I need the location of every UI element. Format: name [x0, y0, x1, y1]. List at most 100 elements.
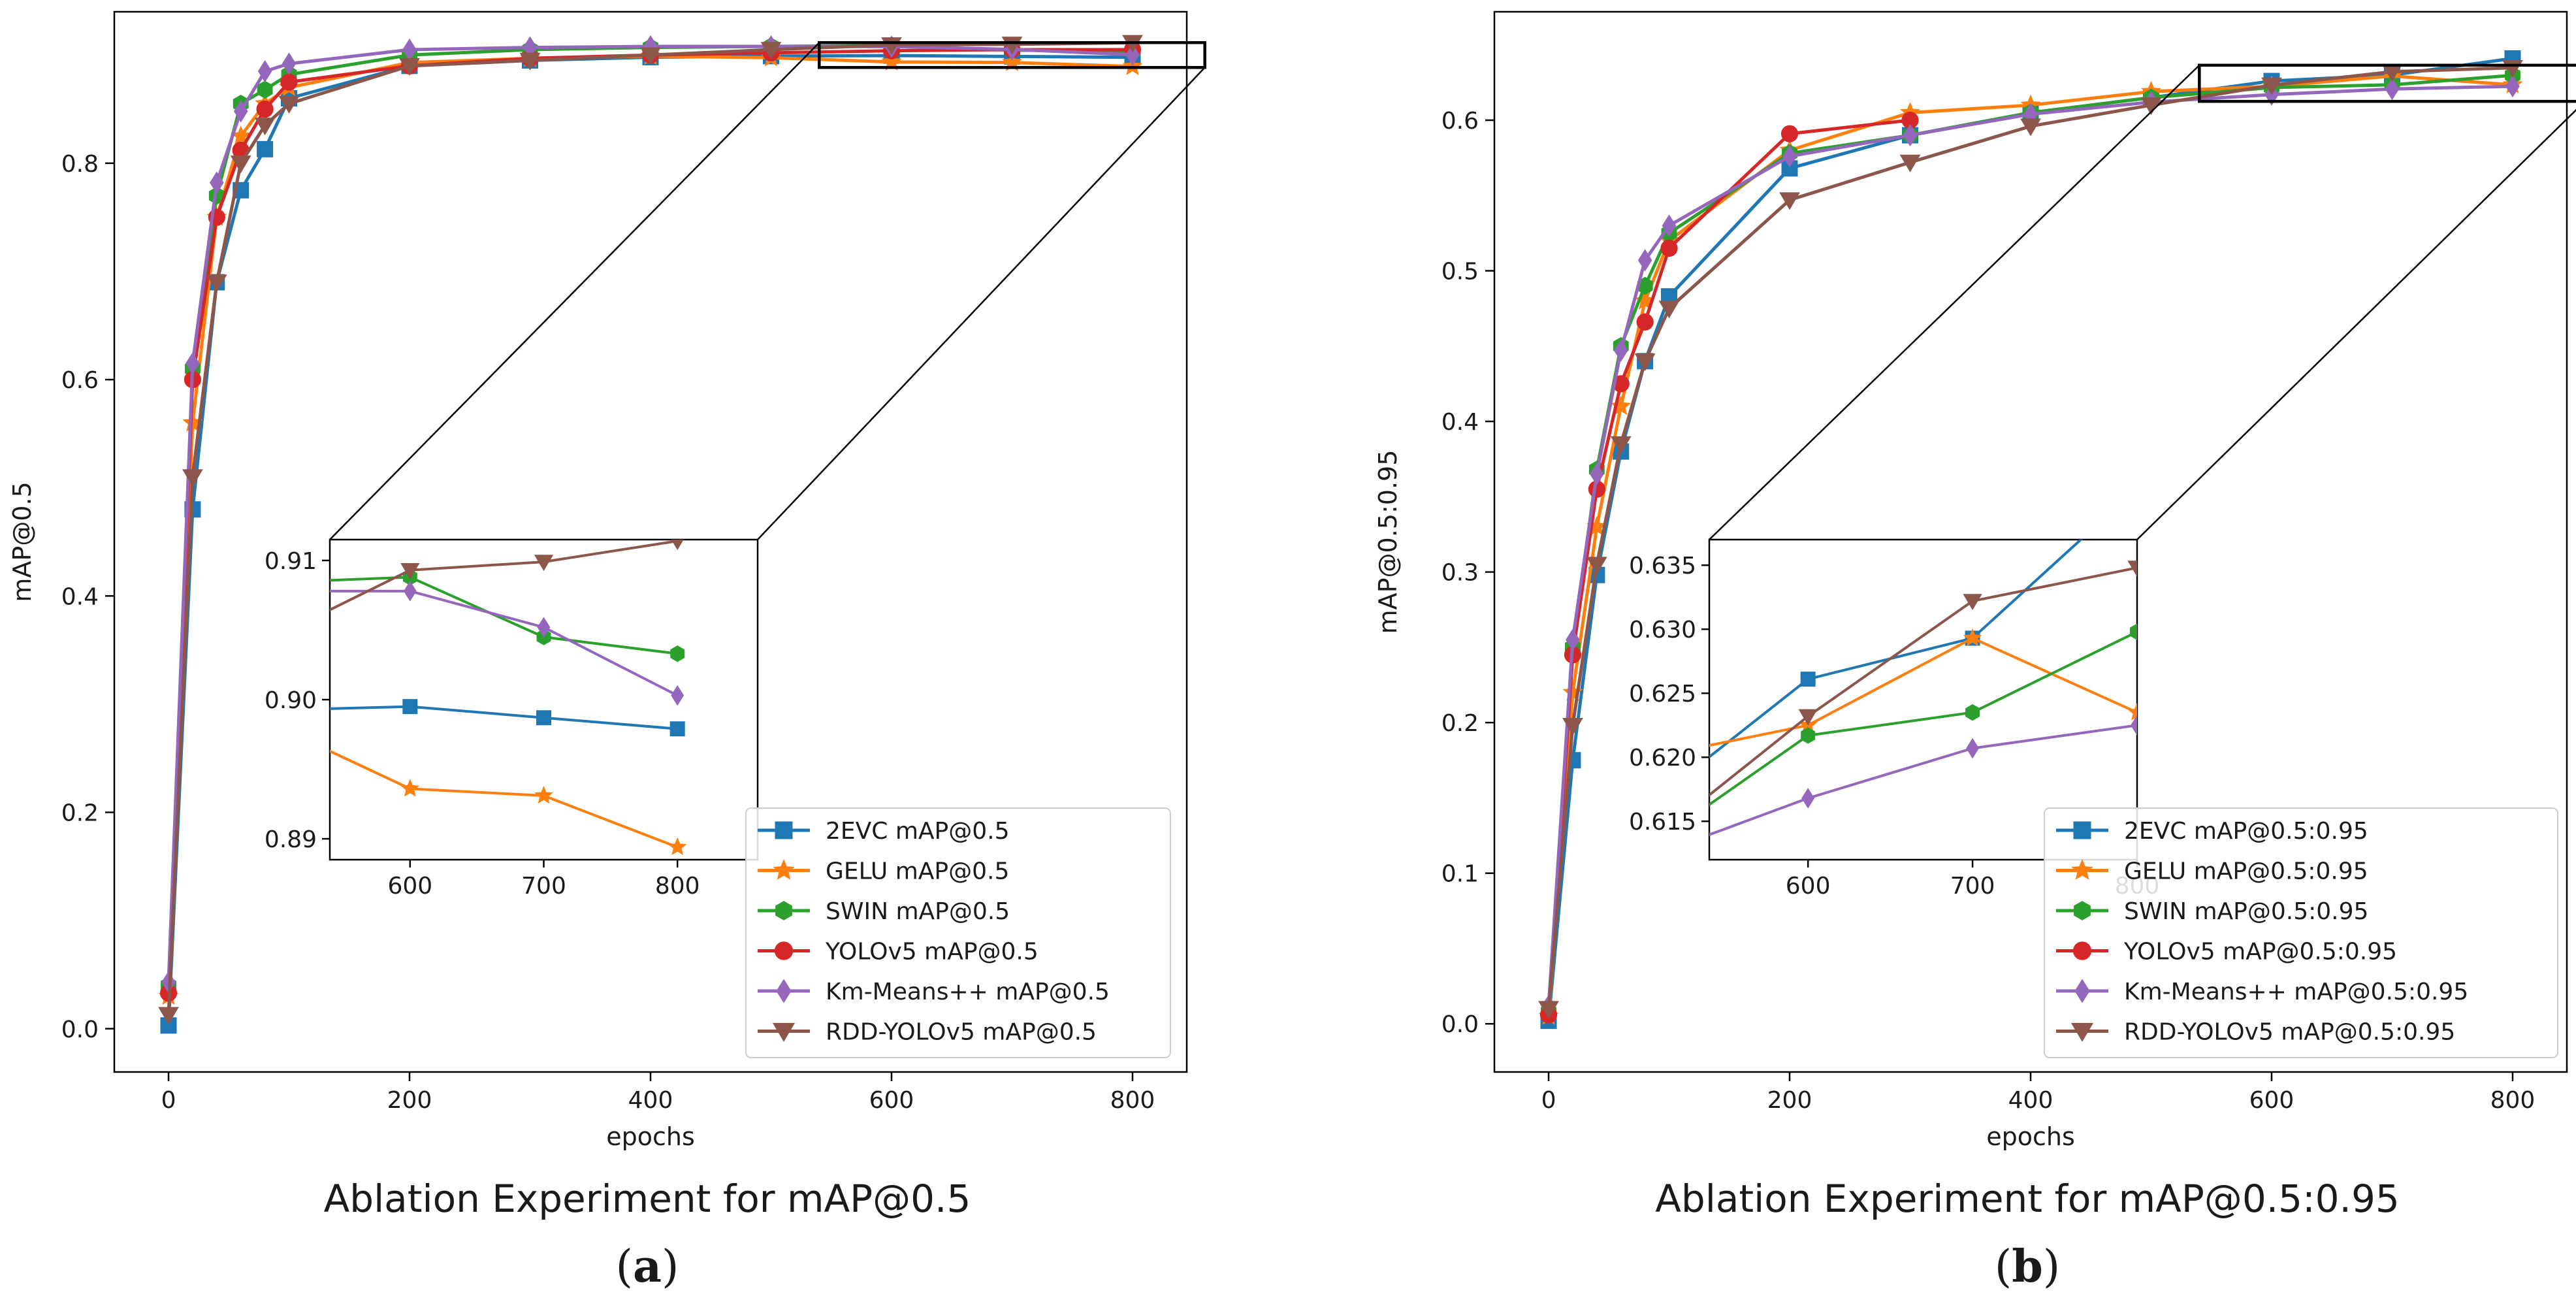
x-tick-label: 800	[2490, 1087, 2536, 1114]
inset-data-point	[1965, 704, 1980, 721]
data-point	[230, 155, 251, 174]
data-point	[1636, 313, 1654, 331]
y-axis-label: mAP@0.5:0.95	[1374, 450, 1402, 634]
panel-label: (b)	[1995, 1241, 2061, 1293]
legend-item: Km-Means++ mAP@0.5:0.95	[2056, 979, 2468, 1005]
y-tick-label: 0.2	[61, 800, 99, 827]
panel-label: (a)	[615, 1241, 679, 1293]
legend-item: SWIN mAP@0.5	[758, 898, 1010, 925]
legend-label: 2EVC mAP@0.5:0.95	[2124, 818, 2368, 845]
data-point	[1637, 249, 1652, 272]
legend-swatch-marker	[2073, 821, 2091, 839]
inset-axes: 600 700 800 0.89 0.90 0.91	[265, 538, 759, 900]
inset-x-tick-label: 700	[1950, 873, 1995, 900]
panel-label-letter: b	[2012, 1241, 2043, 1293]
connector-line	[2136, 108, 2576, 540]
inset-plot-area	[330, 540, 687, 856]
legend-box	[2044, 807, 2558, 1058]
legend-label: GELU mAP@0.5	[826, 858, 1009, 885]
chart-panel-b: 0 200 400 600 800 0.0 0.1 0.2 0.3 0.4 0.5 0.6 epochs…	[1374, 10, 2576, 1293]
data-point	[233, 100, 248, 123]
inset-data-point	[668, 837, 687, 856]
panel-label-letter: a	[633, 1241, 662, 1293]
inset-plot-area	[1709, 540, 2137, 836]
inset-y-tick-label: 0.91	[265, 548, 317, 575]
inset-data-point	[2130, 623, 2137, 640]
legend-swatch-marker	[2074, 979, 2090, 1003]
inset-x-tick-label: 600	[387, 873, 432, 900]
inset-data-point	[537, 617, 551, 638]
data-point	[399, 58, 420, 76]
inset-y-tick-label: 0.620	[1629, 745, 1696, 771]
x-tick-label: 0	[161, 1087, 176, 1114]
inset-data-point	[1798, 709, 1818, 726]
data-point	[1125, 43, 1140, 66]
series-rdd-yolov5	[1538, 60, 2523, 1019]
y-tick-label: 0.3	[1441, 560, 1479, 587]
data-point	[1780, 125, 1799, 142]
inset-data-point	[536, 710, 551, 726]
inset-x-tick-label: 800	[655, 873, 700, 900]
inset-data-point	[669, 721, 685, 737]
legend-label: Km-Means++ mAP@0.5	[826, 979, 1110, 1005]
data-point	[2020, 118, 2041, 137]
data-point	[1903, 123, 1918, 147]
panel-caption: Ablation Experiment for mAP@0.5:0.95	[1655, 1177, 2400, 1221]
y-axis-label: mAP@0.5	[8, 481, 37, 602]
legend-item: RDD-YOLOv5 mAP@0.5	[758, 1019, 1097, 1046]
legend-swatch-marker	[773, 858, 795, 880]
legend-swatch-marker	[774, 941, 794, 960]
inset-data-point	[1801, 727, 1816, 744]
inset-data-point	[1963, 628, 1982, 647]
inset-series-line	[330, 749, 678, 849]
x-tick-label: 400	[2008, 1087, 2053, 1114]
y-tick-label: 0.4	[1441, 409, 1479, 436]
inset-data-point	[400, 563, 420, 579]
legend: 2EVC mAP@0.5 GELU mAP@0.5 SWIN mAP@0.5 YOLO…	[745, 807, 1171, 1058]
plot-area	[1538, 50, 2523, 1030]
inset-y-tick-label: 0.89	[265, 826, 317, 853]
data-point	[210, 171, 224, 194]
inset-series-rdd-yolov5	[330, 540, 684, 611]
data-point	[1538, 1001, 1559, 1019]
x-tick-label: 200	[387, 1087, 432, 1114]
data-point	[182, 469, 203, 487]
inset-data-point	[1963, 594, 1982, 611]
data-point	[1637, 276, 1653, 295]
data-point	[1658, 300, 1680, 319]
inset-data-point	[534, 785, 553, 804]
data-point	[1613, 339, 1628, 362]
inset-y-tick-label: 0.90	[265, 687, 317, 714]
x-tick-label: 800	[1110, 1087, 1155, 1114]
panel-label-open: (	[1995, 1241, 2012, 1293]
inset-data-point	[1800, 672, 1816, 687]
legend-label: SWIN mAP@0.5:0.95	[2124, 898, 2368, 925]
legend-label: YOLOv5 mAP@0.5	[825, 939, 1038, 966]
legend-item: Km-Means++ mAP@0.5	[758, 979, 1110, 1005]
y-tick-label: 0.1	[1441, 861, 1479, 888]
legend-swatch-marker	[2071, 858, 2093, 880]
legend-swatch-marker	[2070, 1022, 2094, 1042]
data-point	[760, 42, 782, 60]
inset-series-2evc	[330, 699, 685, 737]
panel-caption: Ablation Experiment for mAP@0.5	[324, 1177, 971, 1221]
inset-series-rdd-yolov5	[1709, 560, 2137, 797]
data-point	[2261, 77, 2282, 95]
data-point	[158, 1007, 179, 1025]
legend-label: 2EVC mAP@0.5	[826, 818, 1010, 845]
inset-x-tick-label: 600	[1786, 873, 1831, 900]
x-tick-label: 0	[1541, 1087, 1556, 1114]
inset-data-point	[2131, 715, 2137, 736]
data-point	[282, 52, 297, 75]
panel-label-open: (	[615, 1241, 633, 1293]
inset-data-point	[402, 699, 418, 715]
data-point	[1899, 154, 1921, 172]
panel-label-close: )	[2043, 1241, 2061, 1293]
data-point	[1562, 718, 1583, 736]
legend-label: GELU mAP@0.5:0.95	[2124, 858, 2368, 885]
inset-series-line	[1709, 566, 2137, 797]
data-point	[254, 118, 276, 136]
legend-label: RDD-YOLOv5 mAP@0.5:0.95	[2124, 1019, 2455, 1046]
